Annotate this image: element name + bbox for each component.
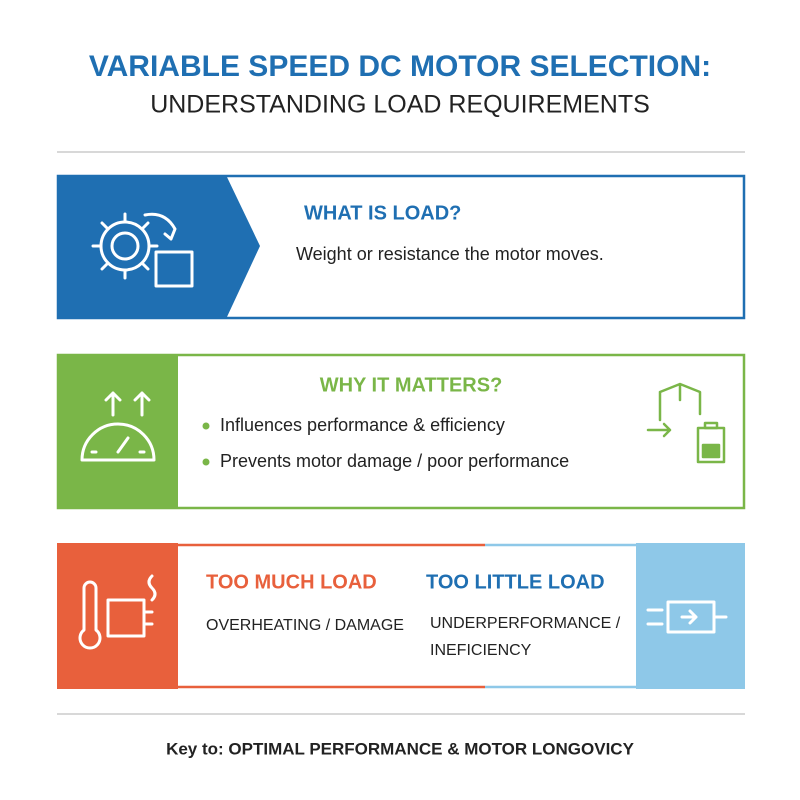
bullet-text: Prevents motor damage / poor performance [220,451,569,471]
underload-icon [646,600,728,634]
gauge-icon [80,391,156,462]
section-text: INEFICIENCY [430,642,532,659]
efficiency-icon [646,382,726,464]
section-heading: TOO MUCH LOAD [206,571,377,593]
bullet [202,422,210,430]
section-panel [57,354,178,509]
title: VARIABLE SPEED DC MOTOR SELECTION: [89,50,711,83]
bullet-text: Influences performance & efficiency [220,415,505,435]
bullet [202,458,210,466]
overheat-icon [78,574,157,650]
section-panel [57,175,260,319]
section-text: OVERHEATING / DAMAGE [206,617,404,634]
section-text: Weight or resistance the motor moves. [296,244,604,264]
section-heading: WHY IT MATTERS? [320,374,503,396]
footer: Key to: OPTIMAL PERFORMANCE & MOTOR LONG… [166,739,634,758]
gear-icon [91,212,194,288]
section-heading: TOO LITTLE LOAD [426,571,605,593]
subtitle: UNDERSTANDING LOAD REQUIREMENTS [150,91,650,119]
section-box [178,544,636,688]
section-panel [57,543,178,689]
section-heading: WHAT IS LOAD? [304,202,461,224]
section-text: UNDERPERFORMANCE / [430,615,621,632]
